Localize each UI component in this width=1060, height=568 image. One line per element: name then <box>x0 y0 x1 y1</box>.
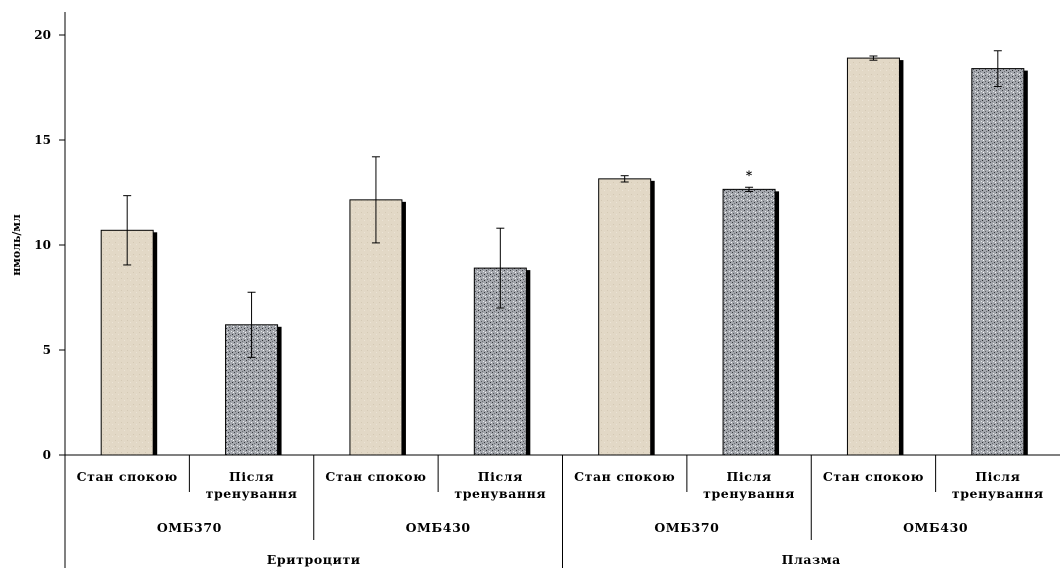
group-label: ОМБ370 <box>654 520 719 535</box>
group-label: ОМБ370 <box>157 520 222 535</box>
y-axis-title: нмоль/мл <box>10 214 23 276</box>
y-tick-label: 5 <box>43 343 51 357</box>
significance-marker: * <box>746 168 753 182</box>
error-bar <box>123 195 132 266</box>
error-bar <box>993 50 1002 87</box>
supergroup-label: Плазма <box>782 552 841 567</box>
error-bar <box>371 156 380 244</box>
category-label: Стан спокою <box>325 469 426 484</box>
bar <box>846 57 900 456</box>
x-axis-labels: Стан спокою Після тренування Стан спокою Піс… <box>77 469 1044 567</box>
error-bar <box>496 227 505 309</box>
y-tick-label: 10 <box>34 238 51 252</box>
error-bar <box>247 291 256 358</box>
group-label: ОМБ430 <box>903 520 968 535</box>
y-axis-ticks: 0 5 10 15 20 <box>34 28 65 462</box>
category-label: Після тренування <box>206 469 298 501</box>
error-bar <box>620 175 629 183</box>
category-label: Після тренування <box>454 469 546 501</box>
bar <box>722 188 776 456</box>
error-bar <box>745 186 754 192</box>
bar <box>100 229 154 456</box>
bar <box>598 178 652 456</box>
error-bar <box>869 55 878 61</box>
y-tick-label: 20 <box>34 28 51 42</box>
annotations: * <box>746 168 753 182</box>
axes <box>64 12 1060 568</box>
y-tick-label: 15 <box>34 133 51 147</box>
category-label: Стан спокою <box>574 469 675 484</box>
category-label: Стан спокою <box>77 469 178 484</box>
supergroup-label: Еритроцити <box>267 552 361 567</box>
category-label: Стан спокою <box>823 469 924 484</box>
group-label: ОМБ430 <box>406 520 471 535</box>
bars <box>100 57 1028 456</box>
y-tick-label: 0 <box>43 448 51 462</box>
bar <box>971 68 1025 456</box>
category-label: Після тренування <box>703 469 795 501</box>
category-label: Після тренування <box>952 469 1044 501</box>
error-bars <box>123 50 1002 358</box>
